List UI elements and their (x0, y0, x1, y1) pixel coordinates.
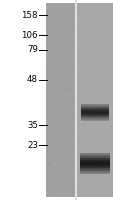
Text: 48: 48 (27, 75, 38, 84)
Bar (79, 155, 109, 156)
Bar (79, 160, 109, 161)
Bar (80, 111, 108, 112)
Bar (80, 112, 108, 113)
Text: 158: 158 (21, 10, 38, 20)
Bar (79, 171, 109, 172)
Bar (79, 158, 109, 159)
Bar (79, 170, 109, 171)
Bar (80, 116, 108, 117)
Bar (79, 165, 109, 166)
Bar (79, 154, 109, 155)
Bar (80, 115, 108, 116)
Text: 106: 106 (21, 30, 38, 40)
Bar (46, 3, 74, 197)
Bar (79, 173, 109, 174)
Bar (80, 118, 108, 119)
Bar (79, 156, 109, 157)
Bar (80, 114, 108, 115)
Text: 79: 79 (27, 46, 38, 54)
Bar (79, 164, 109, 165)
Bar (80, 110, 108, 111)
Bar (80, 107, 108, 108)
Text: 35: 35 (27, 120, 38, 130)
Bar (80, 113, 108, 114)
Bar (79, 153, 109, 154)
Bar (79, 166, 109, 167)
Bar (80, 109, 108, 110)
Bar (79, 169, 109, 170)
Bar (80, 108, 108, 109)
Bar (80, 105, 108, 106)
Bar (80, 106, 108, 107)
Bar (80, 117, 108, 118)
Bar (79, 163, 109, 164)
Bar (79, 159, 109, 160)
Bar (79, 172, 109, 173)
Bar (80, 104, 108, 105)
Bar (80, 120, 108, 121)
Text: 23: 23 (27, 140, 38, 150)
Bar (79, 167, 109, 168)
Bar (76, 3, 112, 197)
Bar (79, 157, 109, 158)
Bar (79, 161, 109, 162)
Bar (79, 162, 109, 163)
Bar (80, 119, 108, 120)
Bar (79, 168, 109, 169)
